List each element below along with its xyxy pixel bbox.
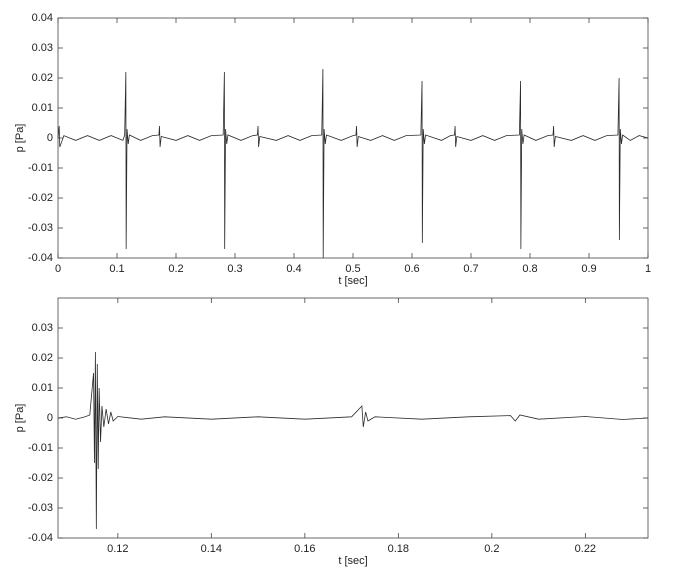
x-tick-label: 0 [55,263,61,275]
y-tick-label: -0.01 [28,162,53,174]
y-tick-label: -0.04 [28,532,53,544]
x-tick-label: 0.16 [294,543,315,555]
y-axis-label: p [Pa] [14,404,26,433]
x-tick-label: 0.14 [201,543,222,555]
x-tick-label: 0.6 [404,263,419,275]
y-tick-label: 0.03 [32,42,53,54]
x-tick-label: 0.12 [107,543,128,555]
axes-box [57,17,649,259]
y-tick-label: 0.03 [32,322,53,334]
x-tick-label: 0.7 [463,263,478,275]
y-tick-label: -0.01 [28,442,53,454]
y-tick-label: -0.03 [28,222,53,234]
y-tick-label: -0.03 [28,502,53,514]
y-tick-label: 0.04 [32,12,53,24]
x-tick-label: 0.5 [345,263,360,275]
x-tick-label: 0.22 [575,543,596,555]
x-tick-label: 0.9 [581,263,596,275]
y-axis-label: p [Pa] [14,124,26,153]
signal-line [57,351,649,530]
y-tick-label: -0.02 [28,472,53,484]
x-tick-label: 0.3 [227,263,242,275]
x-tick-label: 0.18 [388,543,409,555]
x-axis-label: t [sec] [338,275,367,287]
y-tick-label: 0.01 [32,382,53,394]
y-tick-label: -0.04 [28,252,53,264]
signal-line [57,68,649,259]
x-tick-label: 0.4 [286,263,301,275]
y-tick-label: 0.01 [32,102,53,114]
y-tick-label: 0.02 [32,72,53,84]
y-tick-label: 0.02 [32,352,53,364]
y-tick-label: -0.02 [28,192,53,204]
x-tick-label: 0.1 [109,263,124,275]
x-tick-label: 0.2 [168,263,183,275]
y-tick-label: 0 [47,412,53,424]
y-tick-label: 0 [47,132,53,144]
x-tick-label: 1 [645,263,651,275]
x-tick-label: 0.8 [522,263,537,275]
x-tick-label: 0.2 [484,543,499,555]
x-axis-label: t [sec] [338,555,367,567]
